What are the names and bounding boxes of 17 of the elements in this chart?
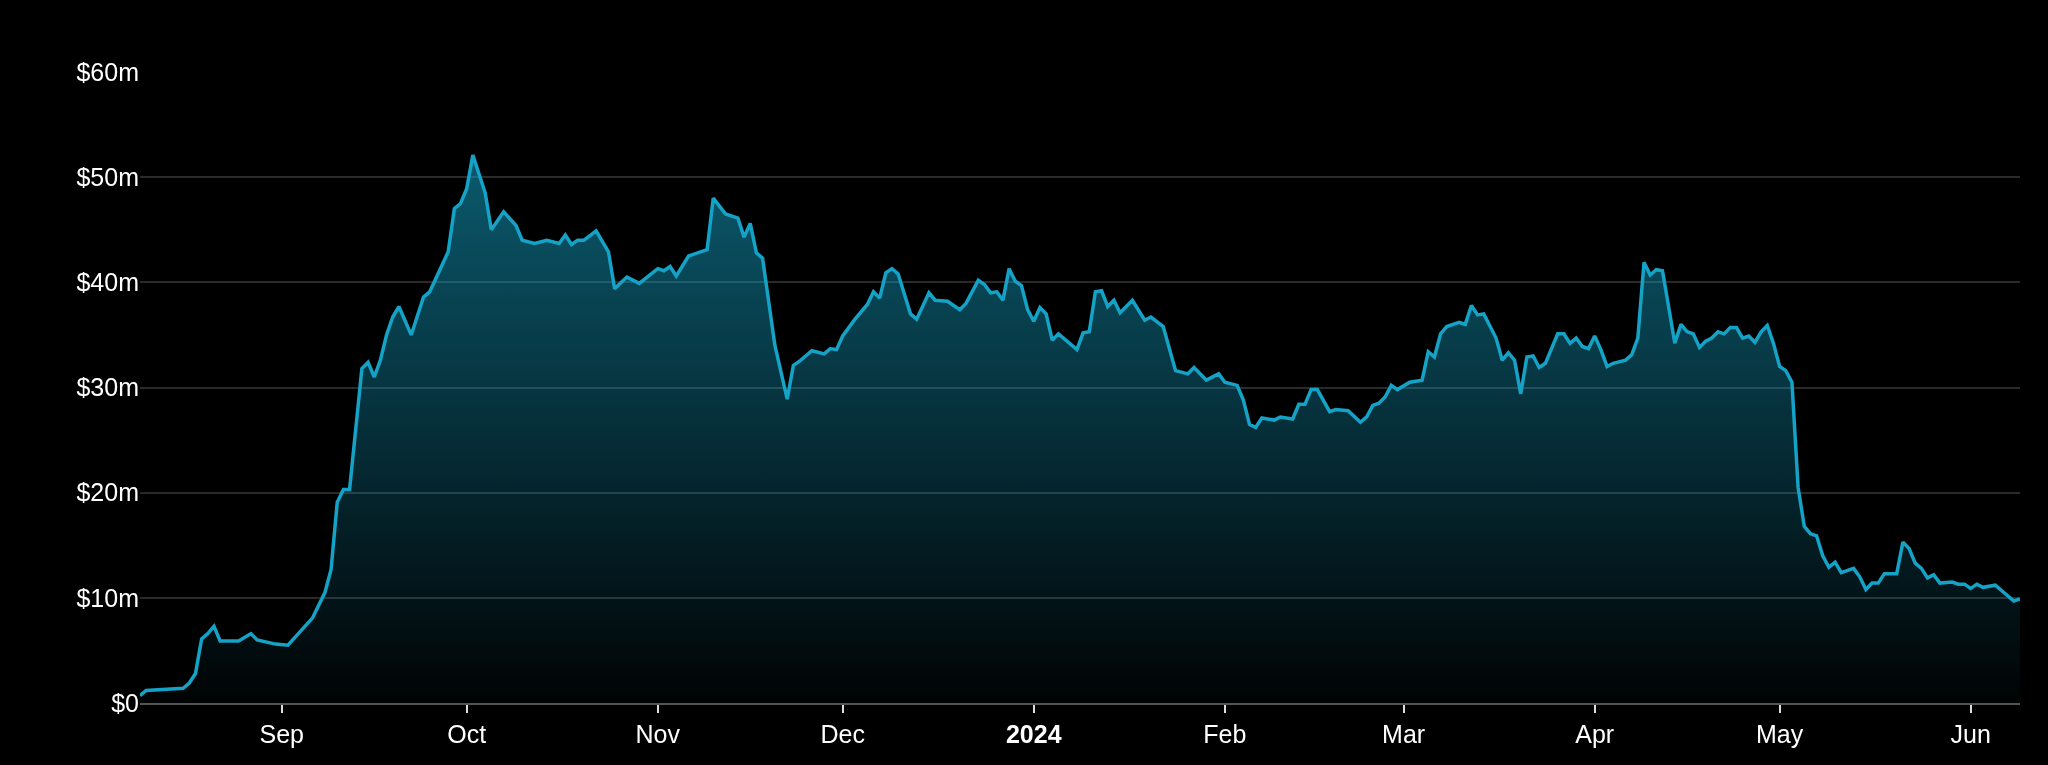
x-tick-label: Nov xyxy=(635,720,681,748)
y-tick-label: $50m xyxy=(76,162,139,191)
x-tick-label: Feb xyxy=(1203,720,1247,748)
x-tick-label: Oct xyxy=(447,720,487,748)
x-tick-label: May xyxy=(1755,720,1804,748)
x-tick-label: Apr xyxy=(1575,720,1615,748)
x-tick-label: 2024 xyxy=(1005,720,1062,748)
y-tick-label: $60m xyxy=(76,57,139,86)
x-tick-label: Mar xyxy=(1382,720,1426,748)
x-tick-label: Jun xyxy=(1950,720,1991,748)
x-tick-label: Sep xyxy=(259,720,305,748)
y-tick-label: $40m xyxy=(76,268,139,297)
y-tick-label: $0 xyxy=(111,688,139,717)
y-tick-label: $10m xyxy=(76,583,139,612)
y-tick-label: $20m xyxy=(76,478,139,507)
y-tick-label: $30m xyxy=(76,373,139,402)
x-tick-label: Dec xyxy=(820,720,865,748)
